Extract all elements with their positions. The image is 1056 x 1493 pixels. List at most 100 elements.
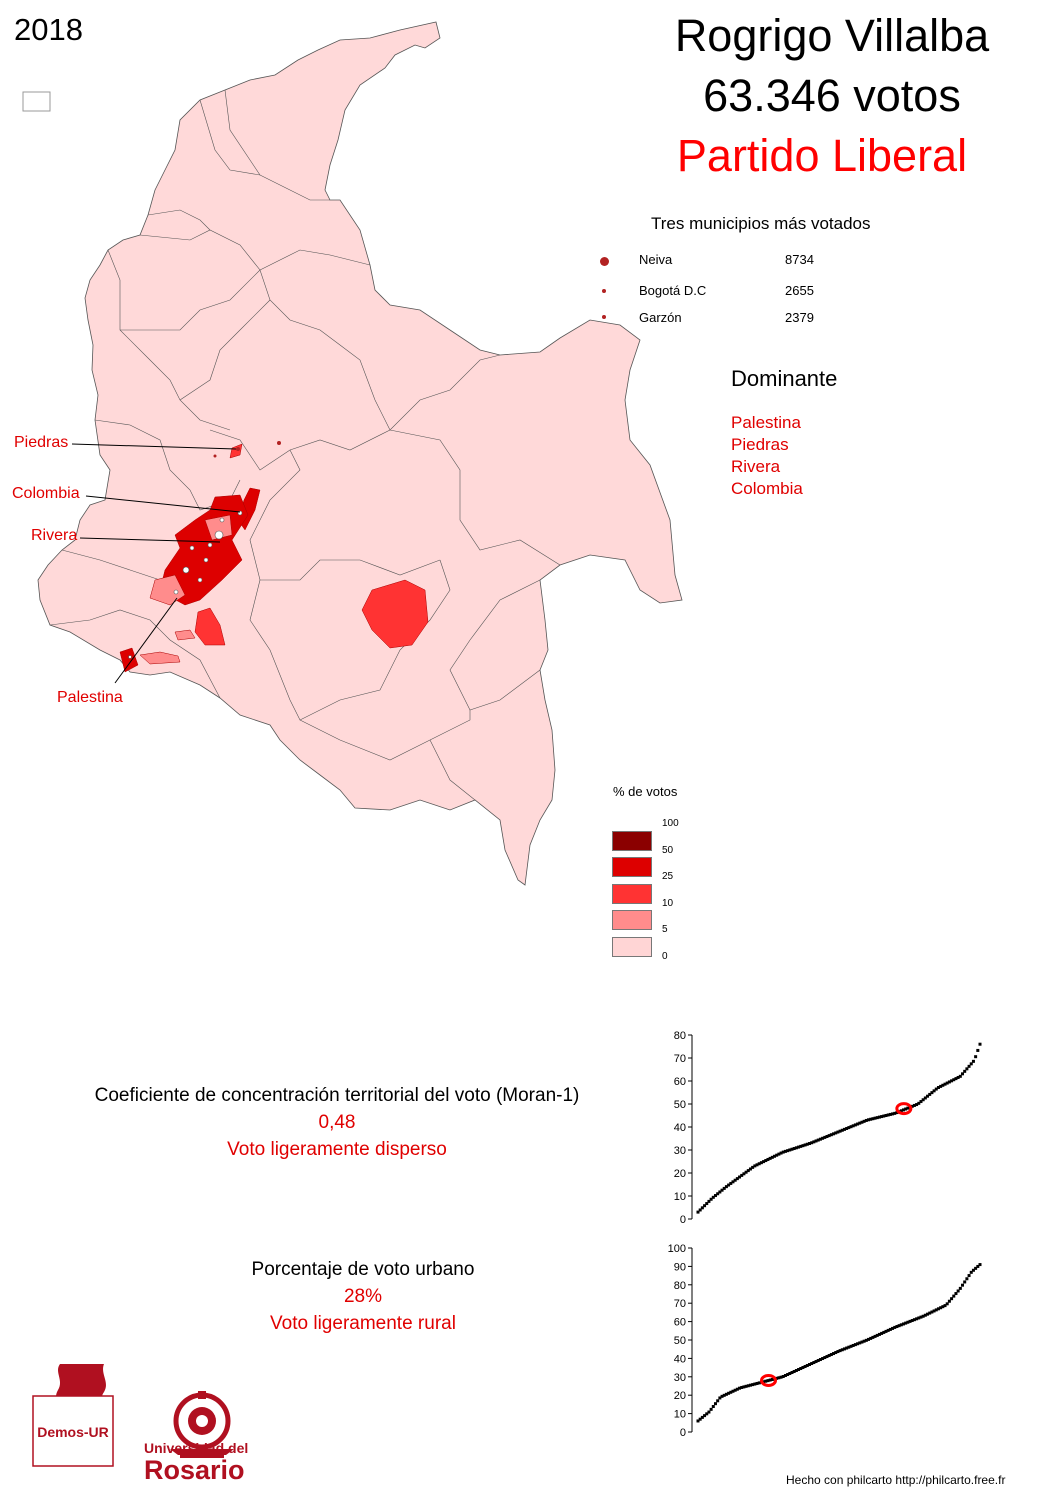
top-row: Garzón 2379	[596, 310, 856, 328]
data-point	[792, 1147, 796, 1151]
moran-value: 0,48	[318, 1112, 356, 1133]
data-point	[711, 1405, 715, 1409]
data-point	[930, 1310, 934, 1314]
y-tick-label: 50	[674, 1335, 686, 1347]
data-point	[967, 1064, 971, 1068]
data-point	[912, 1103, 916, 1107]
data-point	[901, 1322, 905, 1326]
data-point	[915, 1103, 919, 1107]
data-point	[727, 1183, 731, 1187]
data-point	[733, 1388, 737, 1392]
data-point	[978, 1263, 982, 1267]
legend-break: 50	[662, 845, 674, 856]
data-point	[801, 1144, 805, 1148]
data-point	[858, 1341, 862, 1345]
data-point	[775, 1153, 779, 1157]
data-point	[716, 1399, 720, 1403]
data-point	[847, 1345, 851, 1349]
data-point	[807, 1142, 811, 1146]
legend-break: 5	[662, 924, 668, 935]
candidate-party: Partido Liberal	[676, 130, 968, 181]
data-point	[939, 1084, 943, 1088]
data-point	[860, 1120, 864, 1124]
data-point	[777, 1376, 781, 1380]
data-point	[943, 1082, 947, 1086]
data-point	[825, 1135, 829, 1139]
data-point	[731, 1180, 735, 1184]
data-point	[713, 1402, 717, 1406]
legend-swatch	[612, 831, 652, 851]
data-point	[705, 1412, 709, 1416]
data-point	[801, 1366, 805, 1370]
data-point	[783, 1149, 787, 1153]
data-point	[941, 1083, 945, 1087]
data-point	[823, 1135, 827, 1139]
data-point	[965, 1277, 969, 1281]
data-point	[759, 1161, 763, 1165]
data-point	[832, 1352, 836, 1356]
data-point	[936, 1307, 940, 1311]
data-point	[954, 1077, 958, 1081]
data-point	[969, 1062, 973, 1066]
data-point	[869, 1336, 873, 1340]
data-point	[807, 1363, 811, 1367]
y-tick-label: 30	[674, 1145, 686, 1157]
data-point	[928, 1311, 932, 1315]
data-point	[934, 1308, 938, 1312]
data-point	[886, 1328, 890, 1332]
data-point	[901, 1108, 905, 1112]
top-row: Bogotá D.C 2655	[596, 283, 856, 301]
rosario-logo-line2: Rosario	[144, 1455, 245, 1485]
data-point	[947, 1299, 951, 1303]
data-point	[882, 1114, 886, 1118]
data-point	[921, 1314, 925, 1318]
data-point	[963, 1069, 967, 1073]
data-point	[882, 1330, 886, 1334]
data-point	[751, 1383, 755, 1387]
y-tick-label: 100	[668, 1243, 686, 1255]
data-point	[939, 1306, 943, 1310]
data-point	[862, 1339, 866, 1343]
data-point	[711, 1195, 715, 1199]
urban-block: Porcentaje de voto urbano 28% Voto liger…	[180, 1256, 546, 1337]
legend-swatch	[612, 910, 652, 930]
data-point	[965, 1067, 969, 1071]
data-point	[842, 1347, 846, 1351]
map-label: Palestina	[57, 689, 123, 706]
data-point	[880, 1115, 884, 1119]
data-point	[873, 1116, 877, 1120]
data-point	[864, 1338, 868, 1342]
data-point	[917, 1101, 921, 1105]
data-point	[744, 1384, 748, 1388]
legend-swatch	[612, 884, 652, 904]
data-point	[727, 1391, 731, 1395]
data-point	[709, 1197, 713, 1201]
data-point	[956, 1075, 960, 1079]
map-label: Colombia	[12, 485, 80, 502]
data-point	[926, 1094, 930, 1098]
top-value: 2379	[785, 310, 814, 325]
footer-credit: Hecho con philcarto http://philcarto.fre…	[786, 1473, 1006, 1487]
data-point	[738, 1386, 742, 1390]
data-point	[788, 1372, 792, 1376]
data-point	[709, 1407, 713, 1411]
y-tick-label: 20	[674, 1168, 686, 1180]
data-point	[755, 1163, 759, 1167]
data-point	[840, 1348, 844, 1352]
data-point	[700, 1415, 704, 1419]
data-point	[947, 1080, 951, 1084]
data-point	[700, 1206, 704, 1210]
data-point	[906, 1106, 910, 1110]
data-point	[834, 1351, 838, 1355]
data-point	[707, 1410, 711, 1414]
data-point	[842, 1127, 846, 1131]
data-point	[740, 1173, 744, 1177]
data-point	[840, 1128, 844, 1132]
data-point	[849, 1344, 853, 1348]
data-point	[827, 1354, 831, 1358]
data-point	[788, 1148, 792, 1152]
year-label: 2018	[14, 12, 83, 47]
data-point	[897, 1324, 901, 1328]
y-tick-label: 90	[674, 1261, 686, 1273]
legend-break: 10	[662, 898, 674, 909]
